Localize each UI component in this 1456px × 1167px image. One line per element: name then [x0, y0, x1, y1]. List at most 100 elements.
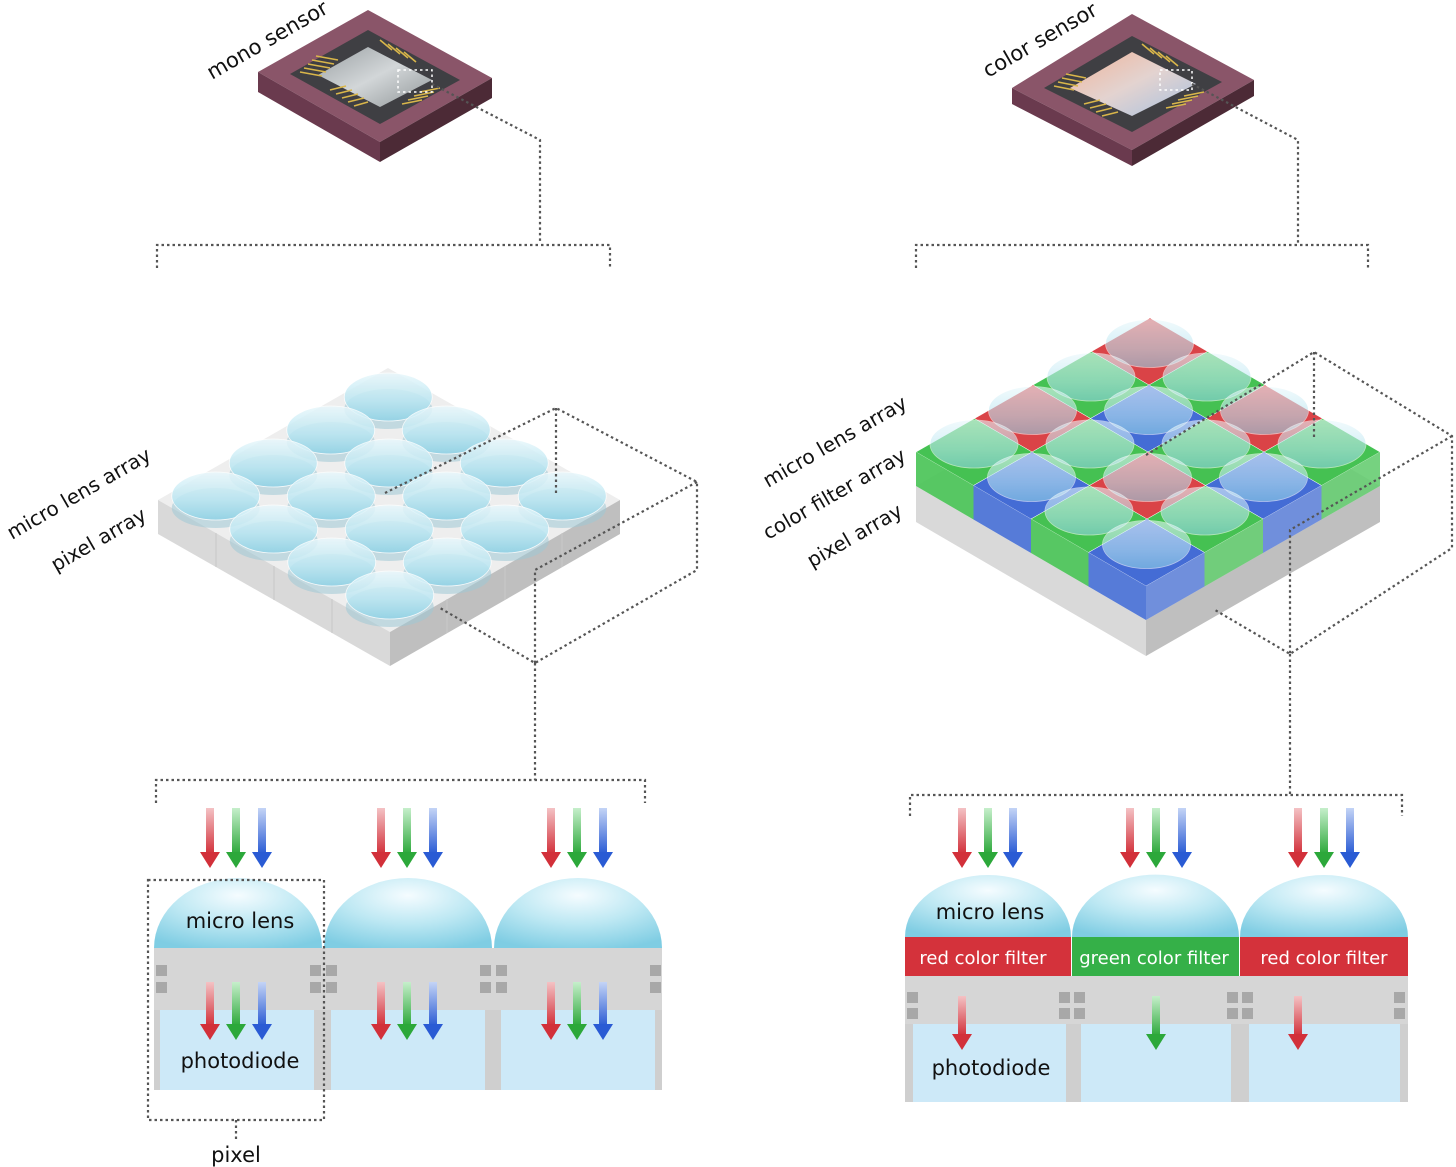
mono-micro-lens-grid [171, 372, 607, 627]
filter-side-face [916, 452, 974, 520]
color-micro-lens-3 [1240, 875, 1408, 937]
green-color-filter [1072, 937, 1239, 976]
blue-light-arrow [423, 808, 443, 868]
mono-connector-top [155, 83, 612, 268]
color-micro-lens-2 [1072, 874, 1239, 937]
micro-lens [1277, 419, 1367, 469]
micro-lens [1104, 386, 1193, 435]
filter-side-face [973, 485, 1031, 553]
red-color-filter-2 [1240, 937, 1408, 976]
micro-lens [1044, 486, 1134, 536]
micro-lens [286, 405, 376, 455]
micro-lens [1046, 352, 1136, 402]
green-filter-label: green color filter [1079, 948, 1229, 969]
mono-cross-section [146, 808, 662, 1140]
filter-side-face [1146, 552, 1205, 620]
micro-lens [987, 453, 1076, 502]
micro-lens [988, 386, 1077, 435]
micro-lens [517, 471, 607, 521]
micro-lens [344, 438, 434, 488]
green-light-arrow [1314, 808, 1334, 868]
blue-light-arrow [1172, 808, 1192, 868]
mono-micro-lens-2 [324, 878, 492, 948]
blue-light-arrow [1003, 808, 1023, 868]
red-light-arrow [371, 808, 391, 868]
red-light-arrow [952, 996, 972, 1050]
green-light-arrow [226, 982, 246, 1040]
micro-lens [401, 405, 491, 455]
micro-lens [1160, 486, 1250, 536]
blue-light-arrow [252, 808, 272, 868]
mono-3d-array [158, 368, 620, 666]
color-3d-array [915, 317, 1381, 656]
micro-lens [1102, 520, 1191, 569]
color-photodiode-label: photodiode [932, 1056, 1051, 1080]
blue-light-arrow [252, 982, 272, 1040]
micro-lens [286, 471, 376, 521]
color-micro-lens-1 [905, 875, 1071, 937]
red-light-arrow [541, 982, 561, 1040]
mono-zoom-box [154, 406, 699, 803]
red-light-arrow [1288, 808, 1308, 868]
micro-lens [402, 537, 492, 587]
red-light-arrow [1288, 996, 1308, 1050]
micro-lens [343, 372, 433, 422]
color-connector-top [914, 83, 1370, 268]
micro-lens [1219, 453, 1308, 502]
color-light-arrows [952, 808, 1360, 1050]
color-micro-lens-grid [929, 319, 1367, 569]
filter-side-face [1263, 485, 1322, 553]
mono-photodiode-label: photodiode [181, 1049, 300, 1073]
red-light-arrow [952, 808, 972, 868]
pixel-label: pixel [211, 1143, 261, 1167]
red-light-arrow [1120, 808, 1140, 868]
red-light-arrow [371, 982, 391, 1040]
red-light-arrow [200, 808, 220, 868]
micro-lens [929, 419, 1019, 469]
filter-side-face [1088, 552, 1146, 620]
green-light-arrow [1146, 996, 1166, 1050]
mono-micro-lens-3 [494, 878, 662, 948]
micro-lens [1105, 319, 1194, 368]
color-sensor-chip [1012, 14, 1254, 166]
micro-lens [287, 537, 377, 587]
color-zoom-box [908, 350, 1454, 816]
color-micro-lens-label: micro lens [936, 900, 1045, 924]
mono-light-arrows [200, 808, 613, 1040]
filter-side-face [1204, 519, 1263, 587]
mono-micro-lens-label: micro lens [186, 909, 295, 933]
green-light-arrow [226, 808, 246, 868]
color-micro-lens-array-label: micro lens array [759, 390, 912, 492]
green-light-arrow [567, 808, 587, 868]
blue-light-arrow [593, 982, 613, 1040]
green-light-arrow [978, 808, 998, 868]
micro-lens [229, 504, 319, 554]
micro-lens [460, 504, 550, 554]
micro-lens [344, 504, 434, 554]
red-light-arrow [541, 808, 561, 868]
micro-lens [402, 471, 492, 521]
red-filter-label-1: red color filter [919, 948, 1047, 969]
mono-micro-lens-1 [154, 878, 322, 948]
micro-lens [459, 438, 549, 488]
red-filter-label-2: red color filter [1260, 948, 1388, 969]
filter-side-face [1031, 519, 1089, 587]
green-light-arrow [1146, 808, 1166, 868]
green-light-arrow [567, 982, 587, 1040]
micro-lens [228, 438, 318, 488]
micro-lens [1162, 352, 1252, 402]
red-light-arrow [200, 982, 220, 1040]
blue-light-arrow [1340, 808, 1360, 868]
micro-lens [345, 570, 435, 620]
green-light-arrow [397, 982, 417, 1040]
micro-lens [1045, 419, 1135, 469]
red-color-filter-1 [905, 937, 1071, 976]
green-light-arrow [397, 808, 417, 868]
mono-sensor-chip [258, 10, 492, 162]
micro-lens [1220, 386, 1309, 435]
color-cross-section [905, 808, 1408, 1102]
micro-lens [171, 471, 261, 521]
blue-light-arrow [423, 982, 443, 1040]
blue-light-arrow [593, 808, 613, 868]
